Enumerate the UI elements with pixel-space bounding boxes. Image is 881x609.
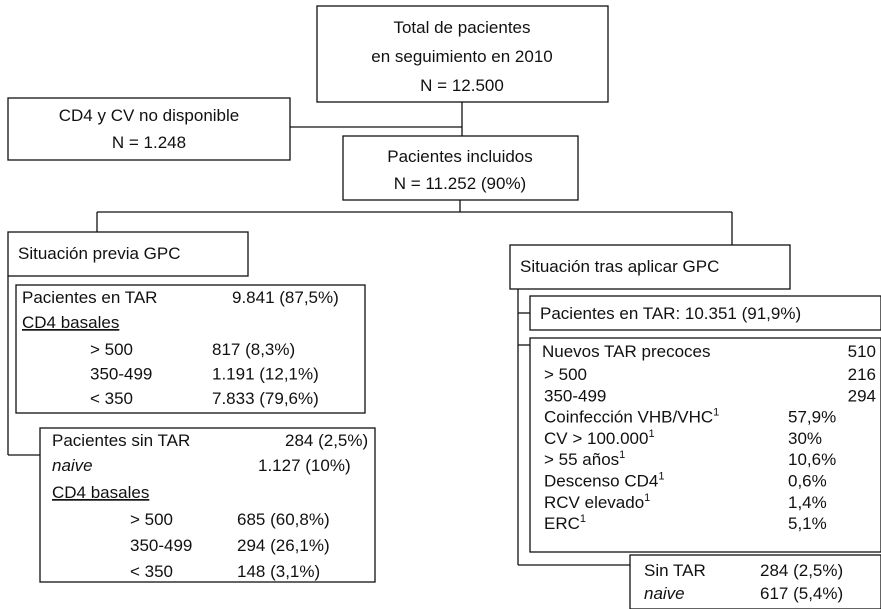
label: naive — [644, 584, 685, 603]
label: 350-499 — [90, 365, 152, 384]
label: 148 (3,1%) — [237, 562, 320, 581]
label: Total de pacientes — [393, 18, 530, 37]
label: > 500 — [130, 510, 173, 529]
row-text: ERC — [544, 514, 580, 533]
superscript: 1 — [648, 428, 654, 440]
row-text: > 500 — [544, 365, 587, 384]
box-after-title — [509, 244, 791, 290]
label: 685 (60,8%) — [237, 510, 330, 529]
label: N = 11.252 (90%) — [394, 174, 526, 193]
box-total — [316, 5, 609, 103]
label: N = 1.248 — [112, 133, 186, 152]
label: Pacientes en TAR: 10.351 (91,9%) — [540, 304, 801, 323]
superscript: 1 — [580, 513, 586, 525]
superscript: 1 — [658, 471, 664, 483]
label: Pacientes en TAR — [22, 288, 157, 307]
label: 1.127 (10%) — [258, 456, 351, 475]
label: 30% — [788, 429, 822, 448]
label: Situación previa GPC — [18, 244, 181, 263]
label: CD4 y CV no disponible — [59, 106, 239, 125]
label: 617 (5,4%) — [760, 584, 843, 603]
box-included — [342, 135, 579, 201]
label: 9.841 (87,5%) — [232, 288, 339, 307]
superscript: 1 — [644, 492, 650, 504]
label: N = 12.500 — [420, 76, 504, 95]
superscript: 1 — [713, 407, 719, 419]
row-label: > 55 años1 — [544, 449, 625, 469]
row-label: ERC1 — [544, 513, 586, 533]
label: 1,4% — [788, 493, 827, 512]
label: > 500 — [90, 340, 133, 359]
label: Nuevos TAR precoces — [542, 342, 711, 361]
box-after-on-tar — [529, 295, 881, 331]
row-label: Coinfección VHB/VHC1 — [544, 407, 719, 427]
row-label: Descenso CD41 — [544, 471, 664, 491]
label: 7.833 (79,6%) — [212, 389, 319, 408]
box-before-title — [7, 231, 249, 277]
label: Sin TAR — [644, 561, 706, 580]
row-label: RCV elevado1 — [544, 492, 650, 512]
label: < 350 — [130, 562, 173, 581]
row-text: RCV elevado — [544, 493, 644, 512]
label: Pacientes sin TAR — [52, 431, 190, 450]
row-text: > 55 años — [544, 450, 619, 469]
label: naive — [52, 456, 93, 475]
label: 10,6% — [788, 450, 836, 469]
label: 284 (2,5%) — [285, 431, 368, 450]
label: 1.191 (12,1%) — [212, 365, 319, 384]
box-before-on-tar — [15, 284, 366, 414]
row-text: Coinfección VHB/VHC — [544, 408, 713, 427]
box-after-no-tar — [629, 554, 881, 609]
label: 350-499 — [130, 536, 192, 555]
label: 216 — [848, 365, 876, 384]
label: 0,6% — [788, 472, 827, 491]
row-label: > 500 — [544, 365, 587, 384]
box-after-new — [529, 337, 881, 553]
box-before-no-tar — [39, 427, 376, 583]
box-excluded — [7, 97, 291, 161]
label: en seguimiento en 2010 — [371, 47, 552, 66]
row-label: CV > 100.0001 — [544, 428, 655, 448]
label: Pacientes incluidos — [387, 147, 533, 166]
label: 817 (8,3%) — [212, 340, 295, 359]
superscript: 1 — [619, 449, 625, 461]
connectors — [7, 102, 733, 566]
row-text: 350-499 — [544, 386, 606, 405]
label: CD4 basales — [52, 483, 149, 502]
label: 294 (26,1%) — [237, 536, 330, 555]
label: < 350 — [90, 389, 133, 408]
label: 284 (2,5%) — [760, 561, 843, 580]
label: 510 — [848, 342, 876, 361]
label: 57,9% — [788, 408, 836, 427]
label: CD4 basales — [22, 313, 119, 332]
row-label: 350-499 — [544, 386, 606, 405]
label: Situación tras aplicar GPC — [520, 257, 719, 276]
row-text: CV > 100.000 — [544, 429, 648, 448]
row-text: Descenso CD4 — [544, 472, 658, 491]
label: 294 — [848, 386, 876, 405]
label: 5,1% — [788, 514, 827, 533]
